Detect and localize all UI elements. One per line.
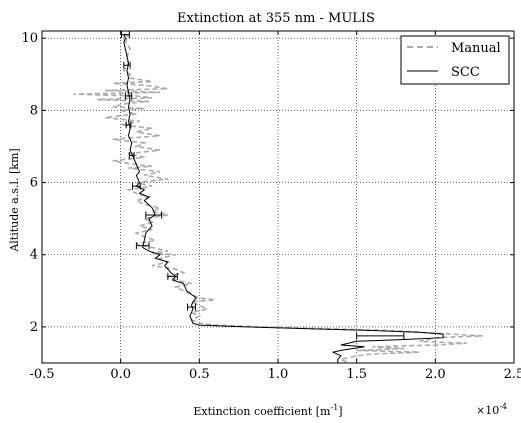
- legend-box: [400, 35, 510, 85]
- series-line-manual: [73, 33, 483, 364]
- x-axis-label-close: ]: [338, 405, 342, 418]
- series-line-scc: [123, 34, 444, 363]
- x-tick-label: 2.0: [425, 367, 446, 382]
- y-tick-label: 6: [30, 176, 38, 191]
- chart-title: Extinction at 355 nm - MULIS: [177, 11, 375, 26]
- x-axis-multiplier-exp: -4: [499, 402, 507, 411]
- x-tick-label: 0.5: [189, 367, 210, 382]
- y-tick-label: 4: [30, 248, 38, 263]
- x-tick-label: 2.5: [504, 367, 521, 382]
- y-tick-label: 10: [21, 31, 38, 46]
- x-tick-label: 1.5: [346, 367, 367, 382]
- legend-label-manual: Manual: [451, 41, 501, 56]
- y-tick-label: 8: [30, 103, 38, 118]
- error-bar: [356, 332, 405, 340]
- y-tick-label: 2: [30, 320, 38, 335]
- error-bar: [124, 92, 133, 100]
- x-tick-label: 0.0: [110, 367, 131, 382]
- error-bar: [167, 272, 178, 280]
- error-bar: [128, 152, 135, 159]
- x-axis-multiplier-base: ×10: [476, 404, 499, 417]
- legend: Manual SCC: [400, 35, 510, 85]
- error-bar: [135, 242, 150, 250]
- series-layer: [73, 33, 483, 364]
- x-tick-label: -0.5: [29, 367, 54, 382]
- error-bar: [131, 182, 141, 190]
- error-bar: [187, 303, 196, 311]
- x-axis-label-main: Extinction coefficient [m: [193, 405, 331, 418]
- x-axis-label-unit-sup: -1: [331, 403, 339, 412]
- error-bars: [120, 31, 405, 340]
- x-axis-label: Extinction coefficient [m-1]: [193, 403, 342, 418]
- x-tick-label: 1.0: [268, 367, 289, 382]
- legend-label-scc: SCC: [451, 65, 480, 80]
- error-bar: [120, 31, 130, 39]
- x-axis-multiplier: ×10-4: [476, 402, 507, 417]
- error-bar: [123, 61, 131, 69]
- error-bar: [145, 211, 163, 219]
- error-bar: [125, 121, 132, 129]
- ticks: -0.5 0.0 0.5 1.0 1.5 2.0 2.5 2 4 6 8 10: [21, 31, 521, 382]
- y-axis-label: Altitude a.s.l. [km]: [8, 148, 21, 252]
